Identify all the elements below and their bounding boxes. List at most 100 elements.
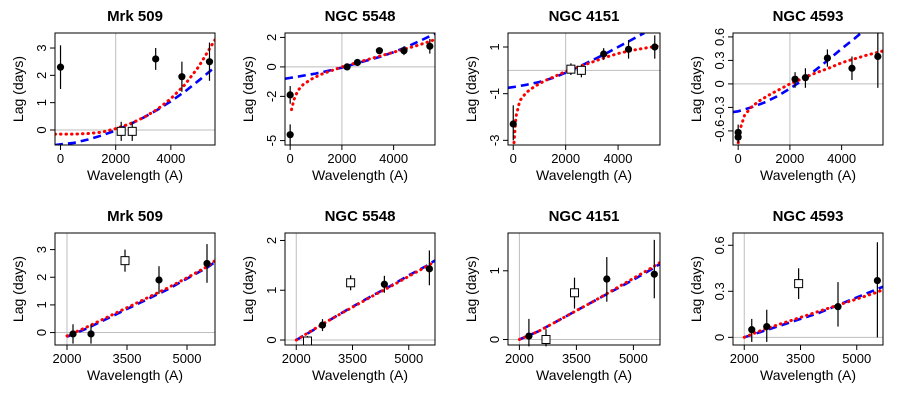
data-point [874, 52, 882, 61]
y-tick-label: 2 [264, 237, 279, 244]
series-dotted-curve [736, 49, 883, 145]
panel-5: 2000 3500 5000 0 1 2 3 Mrk 509 Wavelength (A) Lag… [10, 208, 216, 383]
data-point [763, 322, 771, 331]
panel-3: 0 2000 4000 -3 -1 1 NGC 4151 Wavelength (A) Lag … [463, 8, 661, 183]
data-point [178, 73, 186, 81]
x-tick-label: 3500 [562, 351, 591, 366]
x-tick-label: 0 [735, 151, 742, 166]
x-tick-label: 0 [510, 151, 517, 166]
x-tick-label: 5000 [394, 351, 423, 366]
x-axis-label: Wavelength (A) [760, 367, 856, 383]
series-dashed-curve [295, 259, 435, 342]
y-tick-label: 1 [34, 99, 49, 106]
data-point [286, 131, 294, 139]
series-dotted-curve [55, 38, 215, 136]
y-tick-label: 2 [264, 34, 279, 41]
x-tick-label: 2000 [505, 351, 534, 366]
y-tick-label: 0 [487, 336, 502, 343]
data-point-open [116, 126, 126, 136]
x-tick-label: 4000 [156, 151, 185, 166]
x-tick-label: 2000 [551, 151, 580, 166]
y-tick-label: 0.6 [712, 28, 727, 46]
y-tick-label: 0 [34, 329, 49, 336]
panel-title: NGC 4593 [773, 8, 844, 25]
data-point [155, 276, 163, 284]
data-point [801, 74, 810, 82]
panel-title: NGC 4151 [549, 8, 620, 25]
y-tick-label: -3 [487, 135, 502, 147]
plot-frame [732, 232, 884, 346]
y-tick-label: 0 [264, 336, 279, 343]
data-point [426, 42, 434, 50]
panel-title: NGC 4593 [773, 208, 844, 225]
data-point [525, 332, 533, 340]
y-axis-label: Lag (days) [463, 56, 479, 122]
data-point [87, 330, 95, 338]
panel-title: NGC 4151 [549, 208, 620, 225]
data-point [651, 43, 659, 51]
x-axis-label: Wavelength (A) [536, 367, 632, 383]
data-point-open [120, 256, 130, 266]
series-dashed-curve [518, 262, 660, 341]
x-axis-label: Wavelength (A) [760, 167, 856, 183]
data-point [205, 58, 214, 66]
data-point [380, 280, 388, 288]
data-point [400, 47, 408, 55]
x-tick-label: 0 [57, 151, 64, 166]
panel-7: 2000 3500 5000 0 1 NGC 4151 Wavelength (A) Lag … [463, 208, 661, 383]
x-tick-label: 3500 [113, 351, 142, 366]
y-tick-label: 0.3 [712, 51, 727, 69]
y-tick-label: 1 [487, 267, 502, 274]
data-point [624, 45, 633, 53]
data-point [318, 321, 327, 329]
panel-title: NGC 5548 [325, 8, 396, 25]
data-point-open [127, 126, 137, 136]
x-tick-label: 2000 [282, 351, 311, 366]
data-point [873, 276, 881, 285]
data-point [509, 120, 517, 128]
x-axis-label: Wavelength (A) [312, 367, 408, 383]
y-tick-label: 0 [34, 126, 49, 133]
data-point [286, 91, 294, 99]
plot-frame [732, 32, 884, 146]
x-axis-label: Wavelength (A) [536, 167, 632, 183]
panel-title: Mrk 509 [107, 8, 163, 25]
data-point-open [566, 64, 576, 74]
x-axis-label: Wavelength (A) [87, 167, 183, 183]
y-tick-label: -2 [264, 91, 279, 103]
y-tick-label: 0 [712, 80, 727, 87]
data-point-open [576, 65, 586, 75]
y-axis-label: Lag (days) [240, 256, 256, 322]
x-tick-label: 0 [287, 151, 294, 166]
y-tick-label: -5 [264, 135, 279, 147]
y-tick-label: -1 [487, 88, 502, 100]
data-point-open [570, 288, 579, 298]
y-tick-label: 0.6 [712, 236, 727, 254]
y-tick-label: 3 [34, 246, 49, 253]
data-point [353, 58, 362, 67]
panel-8: 2000 3500 5000 0 0.3 0.6 NGC 4593 Wavelength (A… [688, 208, 884, 383]
plot-frame [54, 32, 216, 146]
data-point-open [303, 336, 312, 346]
data-point [343, 63, 351, 71]
x-tick-label: 5000 [619, 351, 648, 366]
panel-title: NGC 5548 [325, 208, 396, 225]
data-point [823, 54, 831, 62]
y-tick-label: 1 [264, 287, 279, 294]
data-point [203, 259, 211, 268]
data-point [848, 64, 856, 72]
y-axis-label: Lag (days) [463, 256, 479, 322]
data-point [748, 326, 756, 334]
y-tick-label: -0.3 [712, 96, 727, 118]
data-point [425, 265, 433, 273]
panel-title: Mrk 509 [107, 208, 163, 225]
y-axis-label: Lag (days) [10, 56, 26, 122]
y-tick-label: 1 [487, 43, 502, 50]
y-tick-label: 1 [34, 301, 49, 308]
panel-4: 0 2000 4000 -0.6 -0.3 0 0.3 0.6 NGC 4593 Waveleng… [688, 8, 884, 183]
y-axis-label: Lag (days) [10, 256, 26, 322]
y-tick-label: 0 [712, 334, 727, 341]
plot-frame [507, 232, 661, 346]
x-tick-label: 2000 [53, 351, 82, 366]
series-dashed-curve [285, 33, 435, 80]
